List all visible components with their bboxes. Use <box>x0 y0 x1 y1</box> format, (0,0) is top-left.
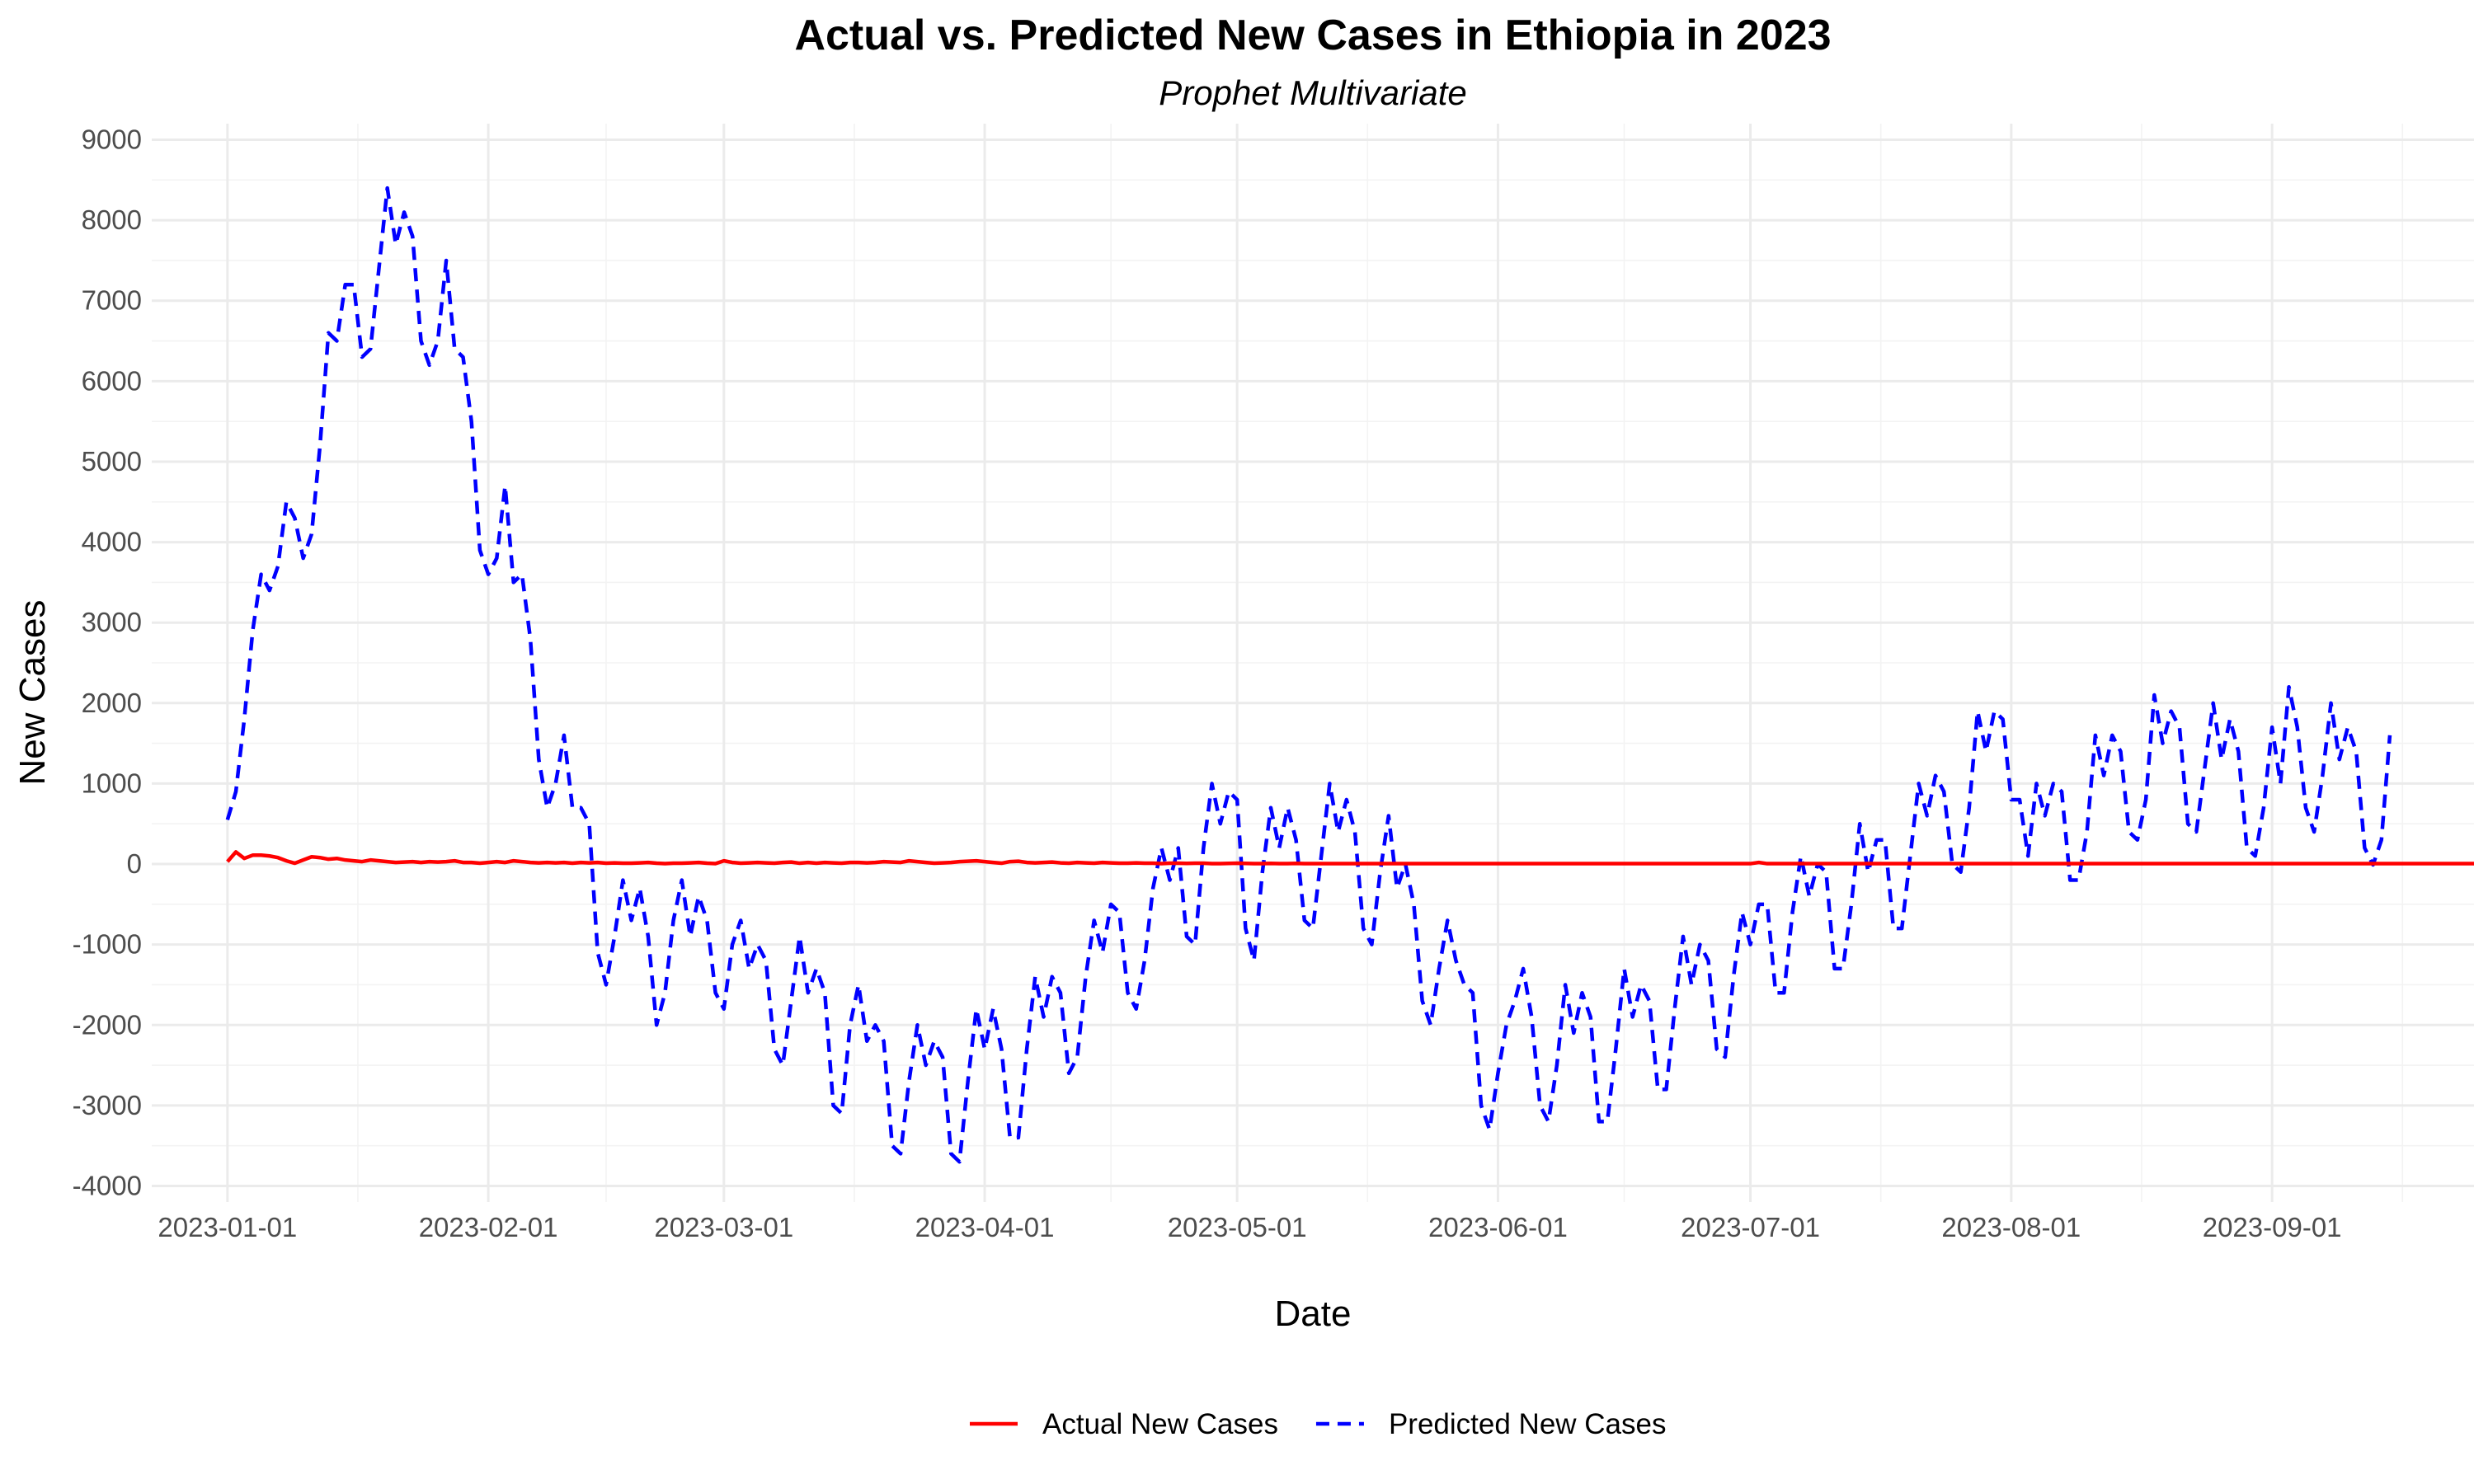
y-tick-label: 1000 <box>82 768 142 798</box>
y-tick-label: 5000 <box>82 446 142 477</box>
x-tick-label: 2023-09-01 <box>2203 1212 2342 1242</box>
x-axis-ticks: 2023-01-01 2023-02-01 2023-03-01 2023-04-01… <box>158 1212 2341 1242</box>
series-layer <box>225 186 2474 1164</box>
y-tick-label: 8000 <box>82 204 142 235</box>
chart-title: Actual vs. Predicted New Cases in Ethiop… <box>794 12 1831 59</box>
legend: Actual New Cases Predicted New Cases <box>970 1408 1667 1440</box>
y-tick-label: 0 <box>127 848 142 879</box>
x-axis-title: Date <box>1275 1294 1352 1334</box>
y-tick-label: -1000 <box>73 929 142 960</box>
x-tick-label: 2023-01-01 <box>158 1212 297 1242</box>
x-tick-label: 2023-02-01 <box>419 1212 558 1242</box>
series-line-predicted-new-cases <box>225 186 2392 1164</box>
x-tick-label: 2023-05-01 <box>1168 1212 1307 1242</box>
y-tick-label: 6000 <box>82 365 142 396</box>
x-tick-label: 2023-08-01 <box>1941 1212 2081 1242</box>
x-tick-label: 2023-06-01 <box>1428 1212 1568 1242</box>
series-line-actual-new-cases <box>226 850 2474 866</box>
y-tick-label: 3000 <box>82 607 142 637</box>
x-tick-label: 2023-03-01 <box>654 1212 793 1242</box>
y-axis-ticks: -4000 -3000 -2000 -1000 0 1000 2000 3000 4000 500… <box>73 124 142 1201</box>
x-tick-label: 2023-07-01 <box>1681 1212 1820 1242</box>
y-tick-label: 7000 <box>82 285 142 316</box>
chart-subtitle: Prophet Multivariate <box>1159 73 1467 112</box>
x-tick-label: 2023-04-01 <box>915 1212 1055 1242</box>
y-tick-label: 2000 <box>82 688 142 718</box>
y-tick-label: 4000 <box>82 527 142 557</box>
y-axis-title: New Cases <box>12 600 53 786</box>
legend-label: Actual New Cases <box>1042 1408 1278 1440</box>
y-tick-label: -3000 <box>73 1090 142 1120</box>
y-tick-label: 9000 <box>82 124 142 155</box>
y-tick-label: -2000 <box>73 1009 142 1040</box>
grid <box>152 124 2474 1202</box>
legend-label: Predicted New Cases <box>1389 1408 1667 1440</box>
y-tick-label: -4000 <box>73 1170 142 1200</box>
